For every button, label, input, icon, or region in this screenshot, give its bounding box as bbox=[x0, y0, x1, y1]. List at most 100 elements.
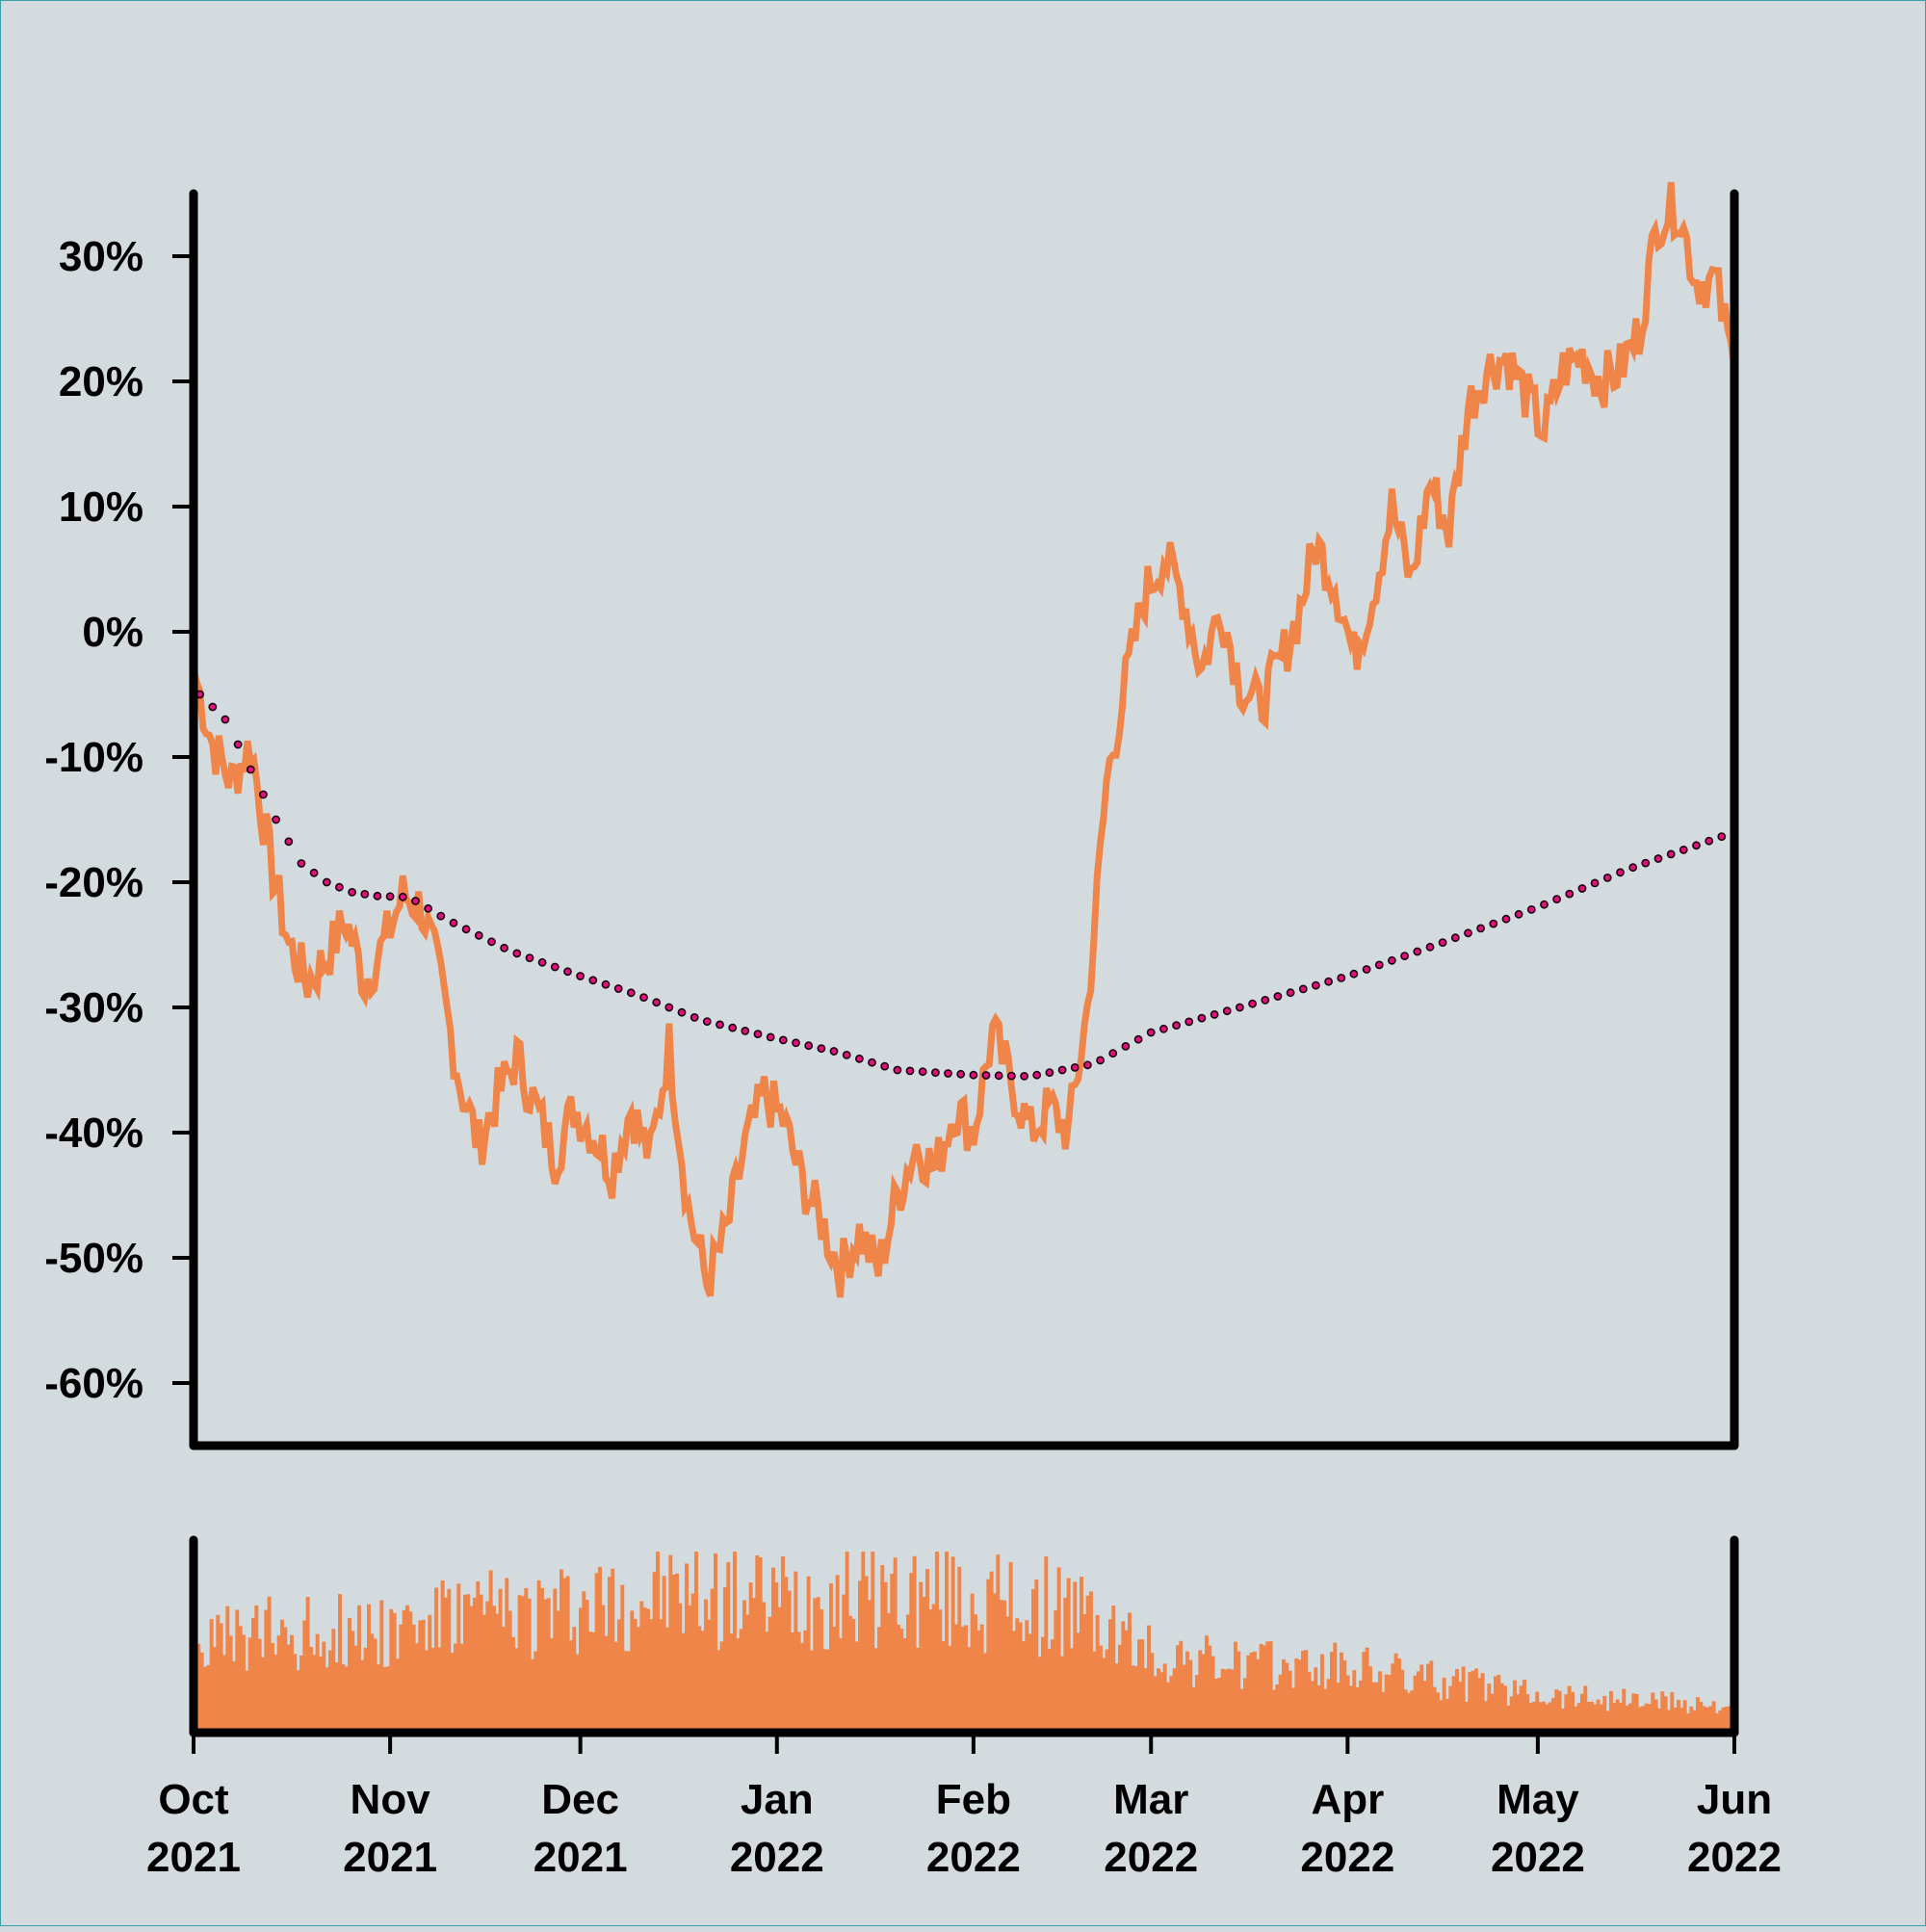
moving-average-point bbox=[272, 815, 280, 824]
volume-bar bbox=[1262, 1645, 1266, 1729]
volume-bar bbox=[1699, 1702, 1704, 1729]
volume-bar bbox=[1208, 1645, 1212, 1729]
volume-bar bbox=[1535, 1691, 1540, 1729]
volume-bar bbox=[839, 1638, 843, 1729]
volume-bar bbox=[1494, 1676, 1497, 1729]
x-tick-label-month: Dec bbox=[541, 1776, 619, 1823]
volume-bar bbox=[1471, 1670, 1475, 1729]
moving-average-point bbox=[233, 740, 243, 749]
x-tick-label-month: Feb bbox=[936, 1776, 1011, 1823]
volume-bar bbox=[1545, 1704, 1549, 1729]
volume-bar bbox=[848, 1615, 852, 1729]
volume-bar bbox=[1625, 1706, 1629, 1729]
volume-bar bbox=[1574, 1706, 1578, 1729]
volume-bar bbox=[591, 1632, 596, 1729]
volume-bar bbox=[726, 1561, 731, 1729]
volume-bar bbox=[976, 1630, 981, 1729]
volume-bar bbox=[1182, 1664, 1186, 1729]
volume-bar bbox=[293, 1654, 298, 1729]
volume-bar bbox=[1474, 1668, 1478, 1729]
volume-bar bbox=[1682, 1700, 1687, 1729]
volume-bar bbox=[1291, 1687, 1295, 1729]
y-tick-label: -40% bbox=[44, 1110, 143, 1157]
moving-average-point bbox=[1070, 1063, 1080, 1072]
moving-average-point bbox=[601, 979, 611, 989]
volume-bar bbox=[334, 1662, 339, 1729]
volume-bar bbox=[781, 1556, 785, 1729]
volume-bar bbox=[784, 1577, 789, 1729]
moving-average-point bbox=[208, 702, 218, 712]
moving-average-point bbox=[1197, 1013, 1207, 1023]
moving-average-point bbox=[1133, 1034, 1143, 1044]
volume-bar bbox=[1311, 1681, 1314, 1729]
volume-bar bbox=[604, 1635, 609, 1729]
volume-bar bbox=[1576, 1703, 1581, 1729]
volume-bar bbox=[1320, 1654, 1324, 1729]
volume-bar bbox=[1355, 1686, 1360, 1729]
volume-bar bbox=[1602, 1695, 1607, 1729]
volume-bar bbox=[768, 1616, 772, 1729]
moving-average-point bbox=[893, 1065, 902, 1075]
volume-bar bbox=[338, 1594, 342, 1729]
volume-bar bbox=[681, 1632, 686, 1729]
volume-bar bbox=[1660, 1691, 1665, 1729]
volume-bar bbox=[611, 1568, 615, 1729]
volume-bar bbox=[832, 1626, 837, 1729]
moving-average-point bbox=[1286, 988, 1295, 998]
moving-average-point bbox=[829, 1047, 839, 1056]
volume-bar bbox=[1137, 1639, 1141, 1729]
volume-bar bbox=[803, 1630, 808, 1729]
volume-bar bbox=[315, 1633, 320, 1729]
moving-average-point bbox=[246, 765, 255, 774]
volume-bar bbox=[245, 1670, 249, 1729]
volume-bar bbox=[1131, 1665, 1135, 1729]
volume-bar bbox=[714, 1553, 717, 1729]
volume-bar bbox=[1051, 1639, 1054, 1729]
moving-average-point bbox=[1540, 900, 1549, 909]
moving-average-point bbox=[1450, 933, 1460, 943]
volume-bar bbox=[1008, 1561, 1013, 1729]
volume-bar bbox=[659, 1619, 664, 1729]
volume-bar bbox=[379, 1600, 384, 1729]
volume-bar bbox=[1528, 1703, 1533, 1729]
moving-average-point bbox=[1628, 863, 1638, 873]
moving-average-point bbox=[868, 1057, 876, 1067]
volume-bar bbox=[700, 1631, 705, 1729]
volume-bar bbox=[1580, 1693, 1584, 1729]
moving-average-point bbox=[1045, 1068, 1054, 1077]
volume-bar bbox=[1063, 1597, 1068, 1729]
x-tick-label-year: 2022 bbox=[730, 1834, 824, 1881]
volume-bar bbox=[1166, 1682, 1170, 1729]
volume-bar bbox=[1085, 1595, 1090, 1729]
moving-average-point bbox=[778, 1035, 788, 1045]
volume-bar bbox=[232, 1661, 236, 1729]
volume-bar bbox=[739, 1629, 743, 1729]
moving-average-point bbox=[792, 1038, 800, 1048]
volume-bar bbox=[716, 1650, 721, 1729]
volume-bar bbox=[762, 1602, 766, 1729]
price-series-line bbox=[190, 181, 1738, 1298]
volume-bar bbox=[1692, 1710, 1697, 1729]
moving-average-point bbox=[1298, 984, 1308, 994]
moving-average-point bbox=[1526, 905, 1536, 914]
volume-bar bbox=[257, 1638, 262, 1729]
volume-bar bbox=[649, 1619, 654, 1729]
moving-average-point bbox=[981, 1071, 991, 1080]
x-tick-label-month: Jan bbox=[741, 1776, 814, 1823]
volume-bar bbox=[1615, 1699, 1620, 1729]
y-tick-label: -20% bbox=[44, 859, 143, 906]
volume-bar bbox=[560, 1569, 563, 1729]
volume-bar bbox=[1561, 1709, 1565, 1729]
volume-bar bbox=[328, 1650, 332, 1729]
volume-bar bbox=[428, 1614, 432, 1729]
moving-average-point bbox=[1324, 977, 1333, 986]
volume-bar bbox=[909, 1573, 914, 1729]
volume-bar bbox=[1140, 1639, 1145, 1729]
volume-bar bbox=[1564, 1694, 1569, 1729]
volume-bar bbox=[402, 1609, 406, 1729]
moving-average-point bbox=[804, 1041, 814, 1051]
volume-bar bbox=[219, 1623, 223, 1729]
moving-average-point bbox=[588, 976, 598, 985]
volume-bar bbox=[690, 1593, 695, 1729]
volume-bar bbox=[527, 1598, 532, 1729]
